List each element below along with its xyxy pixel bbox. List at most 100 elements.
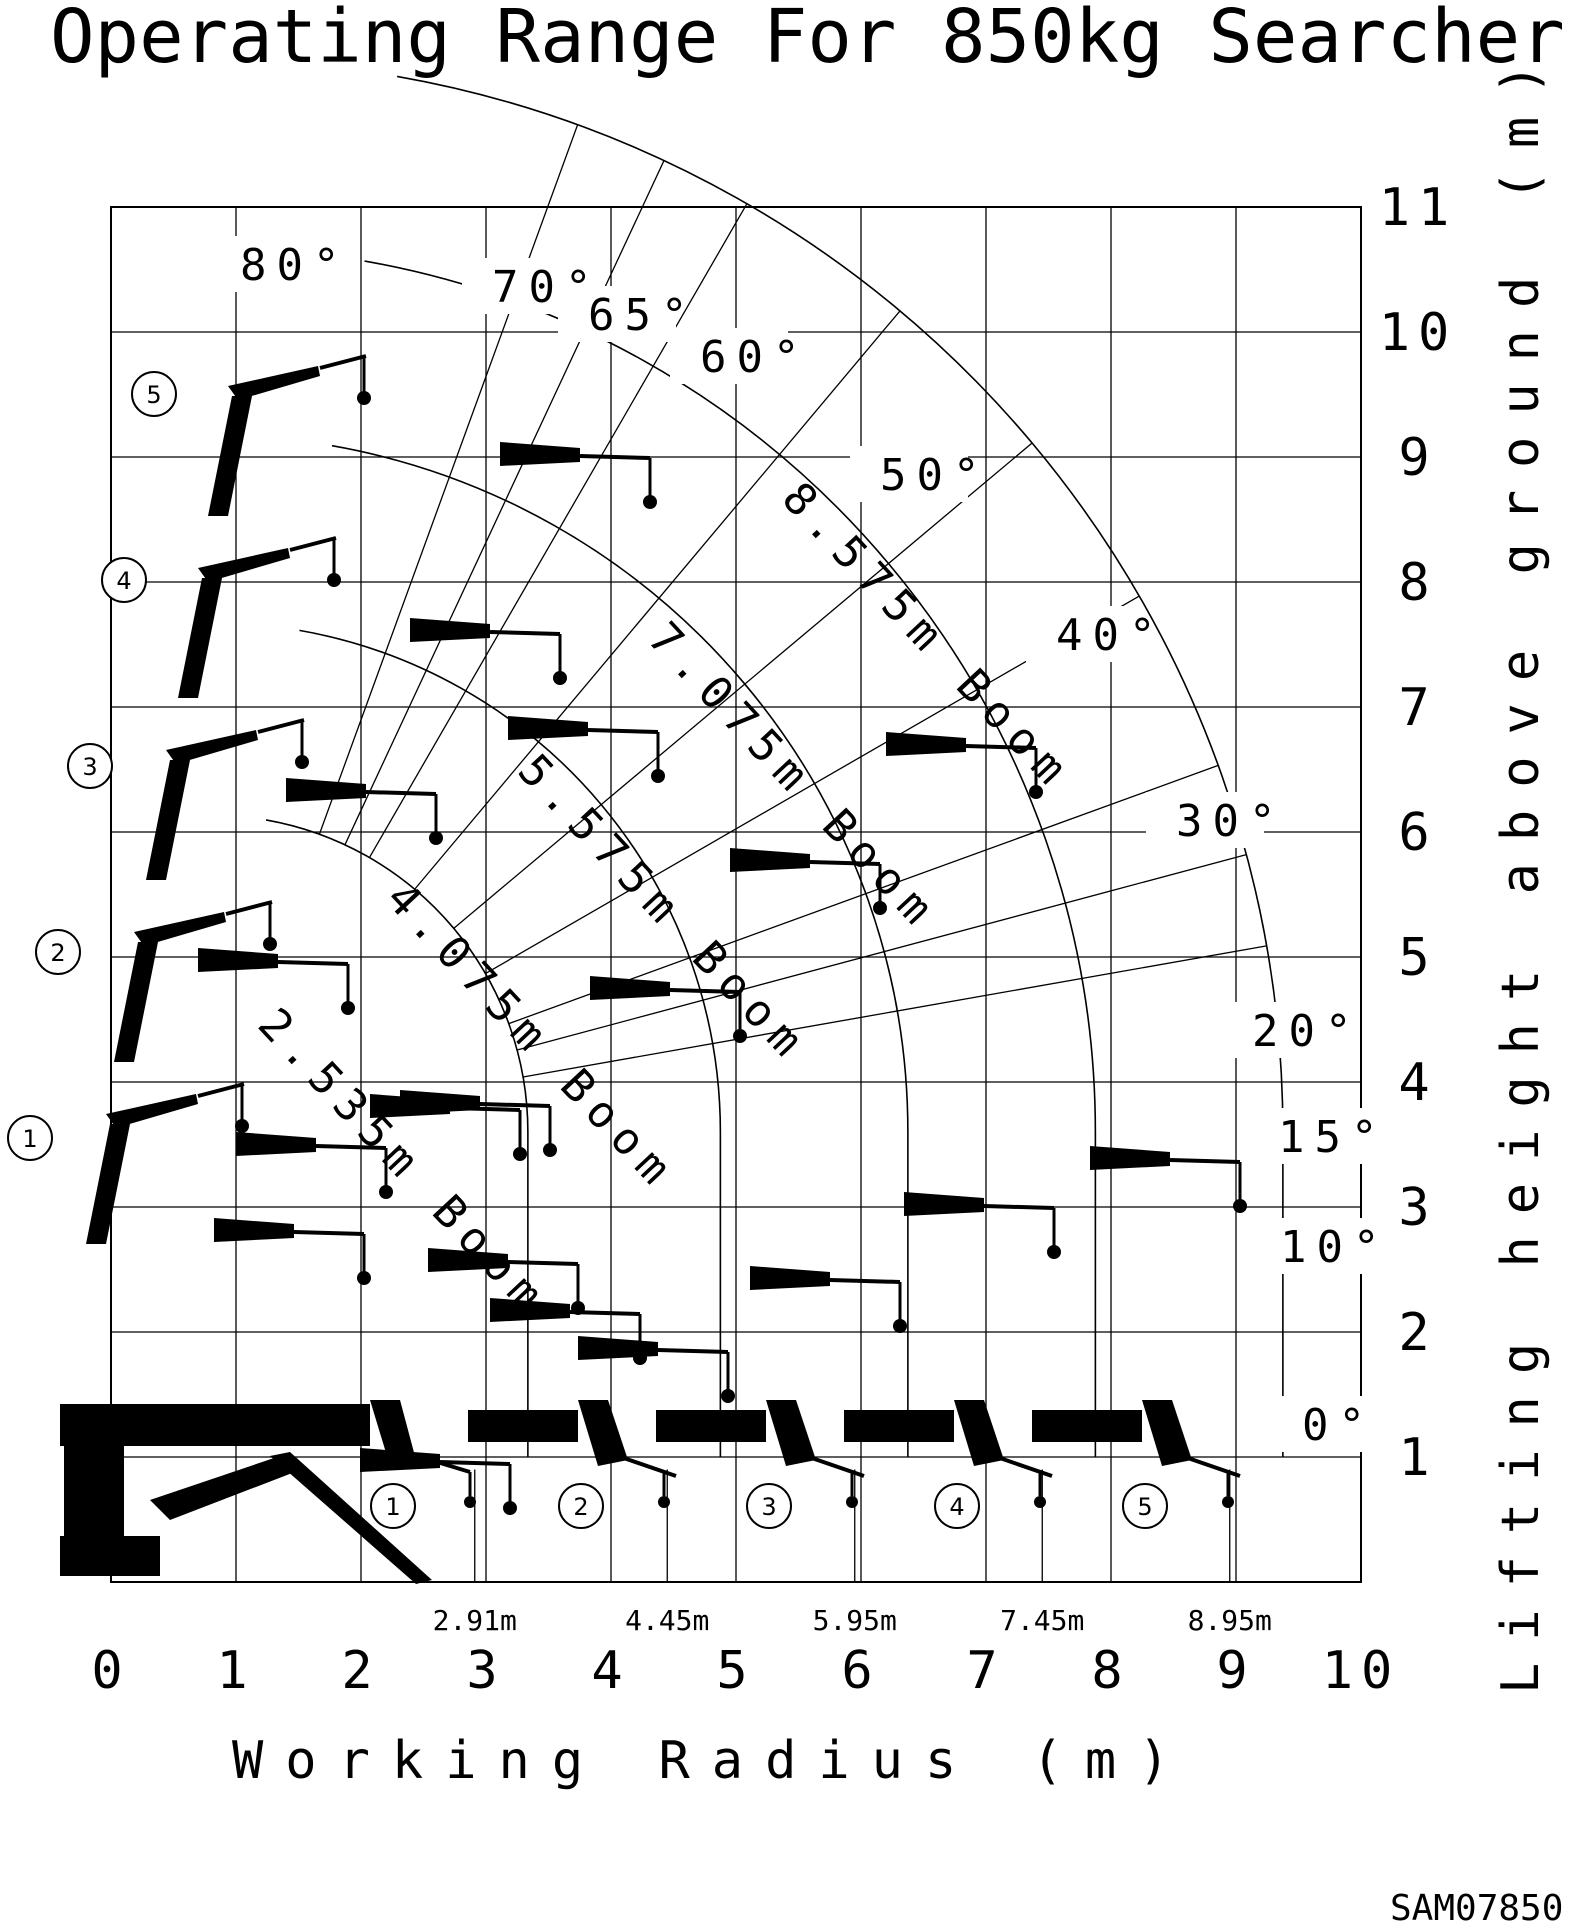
crane-main-boom <box>60 1404 370 1446</box>
hook-icon <box>733 1029 747 1043</box>
boom-arc <box>299 629 722 1457</box>
crane-head-silhouette <box>236 1132 393 1199</box>
y-tick-label: 8 <box>1398 553 1437 613</box>
x-tick-label: 1 <box>216 1641 255 1701</box>
crane-outrigger <box>270 1452 432 1584</box>
angle-label: 20° <box>1252 1006 1361 1057</box>
boom-number-badge <box>35 929 81 975</box>
crane-mast <box>114 942 158 1062</box>
grid <box>110 206 1362 1583</box>
max-radius-label: 7.45m <box>1000 1604 1084 1637</box>
hook-icon <box>1233 1199 1247 1213</box>
y-tick-label: 1 <box>1398 1428 1437 1488</box>
hook-icon <box>357 391 371 405</box>
y-tick-label: 10 <box>1379 303 1458 363</box>
angle-ray <box>414 310 901 890</box>
hook-icon <box>513 1147 527 1161</box>
boom-number-text: 4 <box>116 567 131 595</box>
angle-label: 50° <box>880 450 989 501</box>
x-tick-label: 10 <box>1322 1641 1401 1701</box>
hook-icon <box>341 1001 355 1015</box>
crane-jib <box>236 1132 316 1156</box>
angle-label-bg <box>1250 1218 1368 1274</box>
boom-number-badge <box>67 743 113 789</box>
boom-number-badge <box>7 1115 53 1161</box>
crane-arm <box>289 536 337 552</box>
crane-body <box>1032 1410 1142 1442</box>
angle-label: 15° <box>1278 1112 1387 1163</box>
crane-head-silhouette <box>886 732 1043 799</box>
crane-jib <box>904 1192 984 1216</box>
angle-label-bg <box>1272 1396 1364 1452</box>
max-radius-label: 8.95m <box>1188 1604 1272 1637</box>
crane-mast <box>146 760 190 880</box>
crane-upright-silhouette <box>146 718 309 880</box>
hook-icon <box>543 1143 557 1157</box>
crane-head-silhouette <box>730 848 887 915</box>
crane-jib <box>198 948 278 972</box>
hook-icon <box>1222 1496 1234 1508</box>
x-axis-label: Working Radius (m) <box>232 1731 1192 1791</box>
y-tick-label: 9 <box>1398 428 1437 488</box>
hook-icon <box>429 831 443 845</box>
angle-ray <box>516 853 1247 1051</box>
boom-arc <box>331 444 909 1457</box>
max-radius-label: 2.91m <box>433 1604 517 1637</box>
boom-number-badge <box>370 1483 416 1529</box>
hook-icon <box>327 573 341 587</box>
crane-head <box>954 1400 1004 1466</box>
boom-arc <box>265 819 529 1457</box>
hook-icon <box>846 1496 858 1508</box>
crane-head-silhouette <box>508 716 665 783</box>
hook-icon <box>658 1496 670 1508</box>
boom-number-text: 2 <box>50 939 65 967</box>
crane-head-silhouette <box>428 1248 585 1315</box>
crane-jib <box>198 548 290 582</box>
boom-number-badge <box>746 1483 792 1529</box>
crane-base-block <box>60 1536 160 1576</box>
crane-arm <box>993 1454 1053 1478</box>
diagram-title: Operating Range For 850kg Searcher Hook <box>50 0 1594 80</box>
angle-label: 30° <box>1176 796 1285 847</box>
crane-head-silhouette <box>286 778 443 845</box>
hook-icon <box>263 937 277 951</box>
angle-label: 60° <box>700 332 809 383</box>
hook-icon <box>633 1351 647 1365</box>
boom-number-text: 2 <box>573 1493 588 1521</box>
hook-icon <box>873 901 887 915</box>
crane-jib <box>490 1298 570 1322</box>
crane-arm <box>257 718 305 734</box>
boom-number-text: 3 <box>761 1493 776 1521</box>
crane-stowed-silhouette <box>656 1400 865 1508</box>
hook-icon <box>503 1501 517 1515</box>
crane-upright-silhouette <box>208 354 371 516</box>
y-tick-label: 3 <box>1398 1178 1437 1238</box>
angle-ray <box>453 442 1033 929</box>
crane-head-silhouette <box>1090 1146 1247 1213</box>
x-tick-label: 9 <box>1216 1641 1255 1701</box>
crane-jib <box>214 1218 294 1242</box>
angle-label: 10° <box>1280 1222 1389 1273</box>
crane-jib <box>500 442 580 466</box>
y-axis-label: Lifting height above ground (m) <box>1491 41 1551 1694</box>
crane-strut <box>150 1456 300 1520</box>
crane-upright-silhouette <box>86 1082 249 1244</box>
crane-arm <box>439 1460 511 1466</box>
angle-label-bg <box>670 328 788 384</box>
crane-body <box>656 1410 766 1442</box>
crane-arm <box>319 354 367 370</box>
crane-arm <box>617 1454 677 1478</box>
hook-icon <box>357 1271 371 1285</box>
hook-icon <box>571 1301 585 1315</box>
crane-arm <box>657 1348 729 1354</box>
max-radius-label: 4.45m <box>625 1604 709 1637</box>
crane-upright-silhouette <box>114 900 277 1062</box>
angle-label-bg <box>210 236 328 292</box>
crane-arm <box>315 1144 387 1150</box>
crane-jib <box>428 1248 508 1272</box>
crane-head-silhouette <box>400 1090 557 1157</box>
crane-jib <box>886 732 966 756</box>
crane-arm <box>805 1454 865 1478</box>
crane-jib <box>400 1090 480 1114</box>
